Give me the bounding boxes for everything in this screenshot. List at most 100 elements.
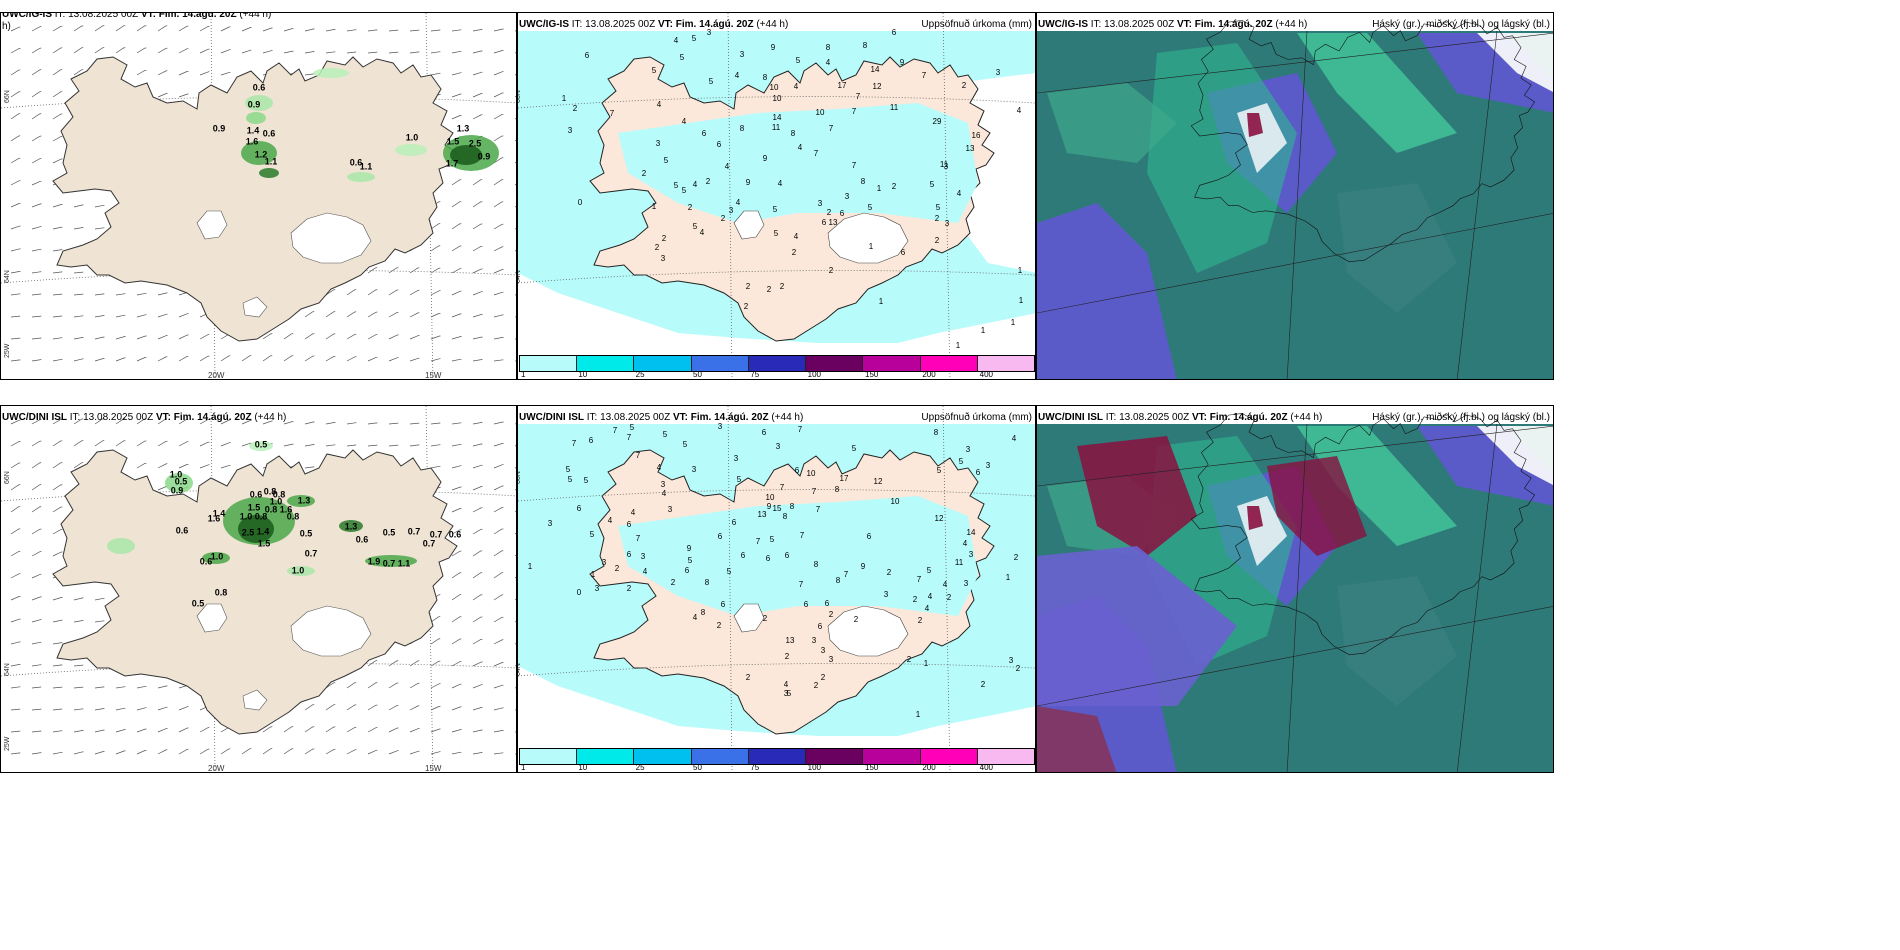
precip-value: 7 — [626, 433, 632, 442]
precip-value: 2 — [826, 208, 832, 217]
wind-barb — [430, 312, 441, 318]
wind-barb — [31, 91, 42, 98]
wind-barb — [409, 444, 420, 447]
precip-value: 4 — [962, 539, 968, 548]
cloud-area — [1247, 506, 1263, 530]
gust-blob — [107, 538, 135, 554]
precip-value: 13 — [785, 636, 795, 645]
cloud-area — [1047, 83, 1177, 163]
precip-value: 6 — [794, 466, 800, 475]
precip-value: 3 — [706, 28, 712, 37]
wind-barb — [262, 333, 273, 340]
wind-barb — [346, 444, 357, 447]
precip-value: 1 — [527, 562, 533, 571]
wind-barb — [115, 729, 126, 733]
wind-gust-value: 1.6 — [245, 136, 259, 147]
wind-barb — [451, 616, 462, 623]
wind-barb — [115, 750, 126, 755]
wind-barb — [220, 26, 231, 32]
graticule-line — [1037, 425, 1553, 487]
wind-barb — [10, 91, 21, 98]
gust-shading — [241, 68, 499, 182]
wind-barb — [199, 727, 210, 733]
precip-value: 3 — [594, 584, 600, 593]
wind-barb — [388, 334, 399, 340]
wind-barb — [409, 422, 420, 425]
gust-blob — [365, 555, 417, 567]
colorbar-swatch — [806, 356, 864, 371]
gust-shading — [107, 441, 417, 576]
wind-barb — [451, 465, 462, 469]
precip-value: 14 — [966, 528, 976, 537]
wind-barb — [178, 48, 189, 54]
gust-blob — [287, 566, 315, 576]
wind-barb — [115, 293, 126, 296]
wind-barb — [52, 69, 63, 76]
wind-barb — [325, 333, 336, 340]
wind-barb — [136, 335, 147, 340]
wind-barb — [430, 358, 441, 362]
colorbar-swatch — [863, 749, 921, 764]
wind-barb — [178, 93, 189, 98]
precip-value: 14 — [772, 113, 782, 122]
precip-value: 7 — [813, 149, 819, 158]
cloud-area — [1037, 706, 1117, 772]
cloud-map-canvas — [1037, 412, 1553, 772]
wind-gust-value: 1.0 — [291, 565, 305, 576]
precip-value: 2 — [705, 177, 711, 186]
wind-gust-value: 0.5 — [382, 527, 396, 538]
precip-value: 6 — [803, 600, 809, 609]
wind-barb — [430, 683, 441, 689]
wind-barb — [451, 706, 462, 711]
precip-panel-right-title: Uppsöfnuð úrkoma (mm) — [921, 412, 1032, 423]
graticule-line — [1037, 606, 1553, 707]
wind-barb — [367, 422, 378, 425]
wind-barb — [367, 267, 378, 274]
precip-value: 5 — [786, 689, 792, 698]
wind-barb — [94, 336, 105, 340]
wind-barb — [451, 290, 462, 296]
precip-value: 2 — [980, 680, 986, 689]
wind-barb — [10, 271, 21, 274]
cloud-layers — [1037, 33, 1553, 379]
wind-barb — [52, 418, 63, 425]
graticule-line — [425, 406, 434, 772]
wind-barb — [241, 420, 252, 425]
wind-barb — [220, 748, 231, 755]
wind-barb — [472, 422, 483, 425]
wind-barb — [73, 730, 84, 733]
precip-value: 3 — [963, 579, 969, 588]
colorbar-label: 150 — [865, 763, 879, 772]
colorbar-swatch — [806, 749, 864, 764]
precip-value: 2 — [961, 81, 967, 90]
wind-barb — [31, 484, 42, 491]
precip-value: 4 — [692, 613, 698, 622]
precip-value: 2 — [779, 282, 785, 291]
precip-value: 1 — [1017, 266, 1023, 275]
wind-barb — [52, 91, 63, 98]
wind-barb — [10, 441, 21, 447]
wind-barb — [31, 337, 42, 340]
precip-value: 15 — [772, 504, 782, 513]
precip-value: 7 — [797, 425, 803, 434]
wind-barb — [367, 444, 378, 447]
precip-value: 1 — [1010, 318, 1016, 327]
panel-title: UWC/DINI ISL IT: 13.08.2025 00Z VT: Fim.… — [519, 412, 804, 423]
precip-value: 7 — [828, 124, 834, 133]
precip-value: 7 — [855, 92, 861, 101]
wind-barb — [409, 289, 420, 296]
precip-value: 3 — [601, 558, 607, 567]
wind-barb — [346, 29, 357, 32]
precip-value: 11 — [954, 558, 964, 567]
wind-barb — [367, 29, 378, 32]
wind-barb — [136, 749, 147, 755]
wind-gust-value: 0.8 — [263, 486, 277, 497]
wind-barb — [304, 333, 315, 340]
colorbar-swatch — [691, 749, 749, 764]
precip-value: 5 — [867, 203, 873, 212]
graticule — [1037, 30, 1553, 379]
wind-barb — [325, 29, 336, 32]
wind-barb — [304, 421, 315, 425]
precip-value: 16 — [971, 131, 981, 140]
wind-barb — [31, 419, 42, 425]
